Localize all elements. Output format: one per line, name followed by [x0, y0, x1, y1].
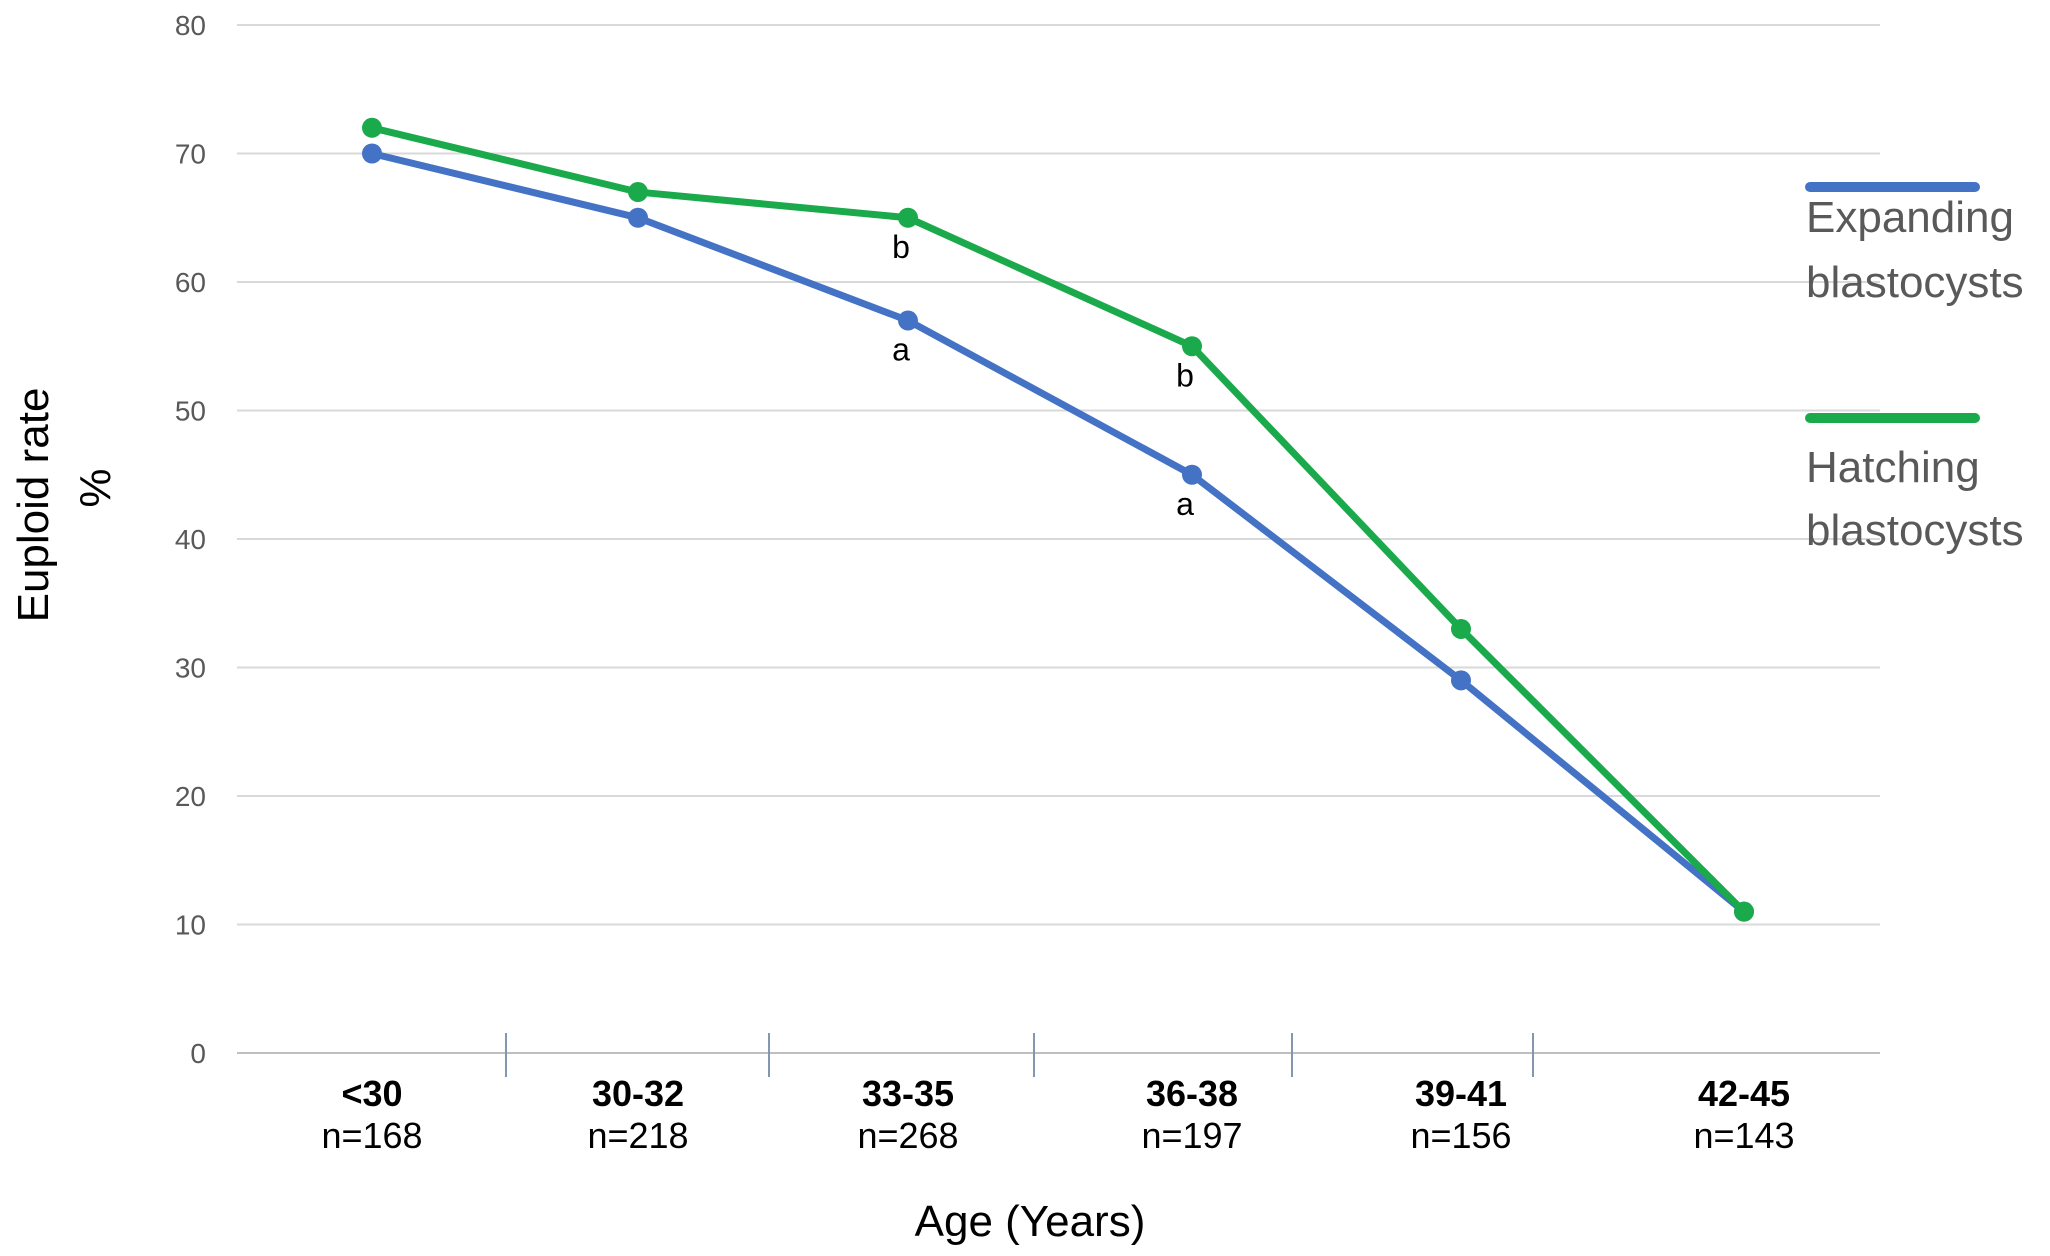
gridlines [237, 24, 1880, 926]
data-point [1451, 618, 1471, 639]
legend-label: blastocysts [1806, 506, 2024, 555]
y-tick-label: 10 [175, 910, 206, 941]
x-axis-title: Age (Years) [915, 1197, 1146, 1246]
y-axis-title: Euploid rate % [9, 388, 120, 623]
series-lines [362, 117, 1754, 922]
data-point [628, 207, 648, 228]
x-category-count: n=168 [321, 1115, 422, 1156]
significance-letter: b [1176, 357, 1194, 393]
data-point [898, 207, 918, 228]
legend-label: blastocysts [1806, 258, 2024, 307]
x-category-label: 39-41 [1415, 1073, 1507, 1114]
data-point [1734, 901, 1754, 922]
x-axis-categories: <30n=168 30-32n=218 33-35n=268 36-38n=197 39… [321, 1073, 1794, 1156]
data-point [628, 182, 648, 203]
significance-annotations: a a b b [892, 229, 1194, 522]
x-category-label: 33-35 [862, 1073, 954, 1114]
data-point [1182, 336, 1202, 357]
x-category-count: n=218 [587, 1115, 688, 1156]
y-tick-label: 40 [175, 524, 206, 555]
y-tick-label: 80 [175, 10, 206, 41]
y-tick-label: 20 [175, 781, 206, 812]
y-tick-label: 30 [175, 653, 206, 684]
y-tick-label: 60 [175, 267, 206, 298]
x-category-label: 36-38 [1146, 1073, 1238, 1114]
data-point [362, 143, 382, 164]
significance-letter: a [892, 332, 910, 368]
data-point [1451, 670, 1471, 691]
x-category-count: n=143 [1693, 1115, 1794, 1156]
x-category-count: n=268 [857, 1115, 958, 1156]
x-category-label: 30-32 [592, 1073, 684, 1114]
y-tick-label: 70 [175, 139, 206, 170]
legend-label: Hatching [1806, 443, 1980, 492]
x-axis [237, 1033, 1880, 1077]
legend: Expanding blastocysts Hatching blastocysts [1805, 182, 2024, 555]
x-category-count: n=197 [1141, 1115, 1242, 1156]
x-category-label: 42-45 [1698, 1073, 1790, 1114]
x-category-count: n=156 [1410, 1115, 1511, 1156]
y-axis-ticks: 0 10 20 30 40 50 60 70 80 [175, 10, 206, 1069]
y-tick-label: 50 [175, 396, 206, 427]
data-point [362, 117, 382, 138]
x-category-label: <30 [341, 1073, 402, 1114]
series-line-1 [368, 150, 1748, 916]
significance-letter: b [892, 229, 910, 265]
legend-label: Expanding [1806, 193, 2014, 242]
y-axis-title-line-2: % [71, 468, 120, 507]
y-tick-label: 0 [190, 1038, 206, 1069]
data-point [898, 310, 918, 331]
data-point [1182, 464, 1202, 485]
y-axis-title-line-1: Euploid rate [9, 388, 58, 623]
significance-letter: a [1176, 486, 1194, 522]
series-line-2 [368, 124, 1748, 916]
